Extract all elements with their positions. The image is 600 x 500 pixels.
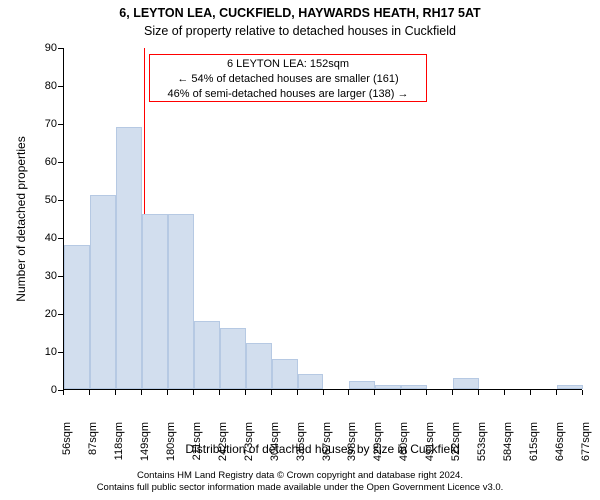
- y-tick-label: 60: [29, 156, 57, 168]
- x-tick-mark: [348, 390, 349, 395]
- x-tick-mark: [400, 390, 401, 395]
- x-tick-mark: [323, 390, 324, 395]
- y-tick-mark: [58, 200, 63, 201]
- y-tick-label: 0: [29, 384, 57, 396]
- x-tick-label: 677sqm: [580, 422, 592, 462]
- x-tick-label: 118sqm: [113, 422, 125, 462]
- y-axis-label: Number of detached properties: [14, 48, 28, 390]
- x-tick-label: 429sqm: [372, 422, 384, 462]
- x-tick-label: 149sqm: [139, 422, 151, 462]
- histogram-bar: [64, 245, 90, 389]
- x-tick-label: 242sqm: [217, 422, 229, 462]
- histogram-bar: [194, 321, 220, 389]
- footer-line-1: Contains HM Land Registry data © Crown c…: [0, 470, 600, 482]
- x-tick-mark: [530, 390, 531, 395]
- y-tick-mark: [58, 314, 63, 315]
- histogram-bar: [116, 127, 142, 389]
- x-tick-mark: [504, 390, 505, 395]
- plot-area: 6 LEYTON LEA: 152sqm ← 54% of detached h…: [63, 48, 582, 390]
- x-tick-mark: [297, 390, 298, 395]
- x-tick-mark: [167, 390, 168, 395]
- x-tick-mark: [426, 390, 427, 395]
- x-tick-label: 56sqm: [61, 422, 73, 462]
- x-tick-label: 398sqm: [346, 422, 358, 462]
- x-tick-label: 460sqm: [398, 422, 410, 462]
- chart-title-line2: Size of property relative to detached ho…: [0, 24, 600, 38]
- histogram-bar: [272, 359, 298, 389]
- y-tick-label: 70: [29, 118, 57, 130]
- x-tick-label: 522sqm: [450, 422, 462, 462]
- annotation-line-1: 6 LEYTON LEA: 152sqm: [154, 57, 422, 72]
- x-tick-mark: [245, 390, 246, 395]
- x-tick-mark: [556, 390, 557, 395]
- histogram-bar: [142, 214, 168, 389]
- x-tick-mark: [452, 390, 453, 395]
- chart-title-line1: 6, LEYTON LEA, CUCKFIELD, HAYWARDS HEATH…: [0, 6, 600, 20]
- annotation-line-2: ← 54% of detached houses are smaller (16…: [154, 72, 422, 87]
- y-tick-mark: [58, 352, 63, 353]
- x-tick-label: 273sqm: [243, 422, 255, 462]
- x-tick-mark: [193, 390, 194, 395]
- histogram-bar: [375, 385, 401, 389]
- y-tick-mark: [58, 48, 63, 49]
- x-tick-label: 646sqm: [554, 422, 566, 462]
- footer-line-2: Contains full public sector information …: [0, 482, 600, 494]
- x-tick-label: 491sqm: [424, 422, 436, 462]
- x-tick-mark: [478, 390, 479, 395]
- y-tick-mark: [58, 162, 63, 163]
- x-tick-mark: [89, 390, 90, 395]
- x-tick-label: 211sqm: [191, 422, 203, 462]
- y-tick-mark: [58, 238, 63, 239]
- x-tick-label: 87sqm: [87, 422, 99, 462]
- y-tick-label: 10: [29, 346, 57, 358]
- x-tick-mark: [271, 390, 272, 395]
- y-tick-label: 40: [29, 232, 57, 244]
- histogram-bar: [298, 374, 324, 389]
- x-tick-mark: [141, 390, 142, 395]
- histogram-bar: [246, 343, 272, 389]
- x-tick-label: 367sqm: [321, 422, 333, 462]
- x-tick-mark: [582, 390, 583, 395]
- histogram-bar: [168, 214, 194, 389]
- x-tick-mark: [219, 390, 220, 395]
- x-tick-label: 304sqm: [269, 422, 281, 462]
- x-tick-label: 615sqm: [528, 422, 540, 462]
- x-tick-mark: [63, 390, 64, 395]
- histogram-bar: [220, 328, 246, 389]
- histogram-bar: [401, 385, 427, 389]
- y-tick-label: 30: [29, 270, 57, 282]
- y-tick-mark: [58, 86, 63, 87]
- y-tick-label: 50: [29, 194, 57, 206]
- histogram-bar: [453, 378, 479, 389]
- histogram-bar: [349, 381, 375, 389]
- y-tick-mark: [58, 124, 63, 125]
- x-tick-label: 553sqm: [476, 422, 488, 462]
- x-tick-label: 335sqm: [295, 422, 307, 462]
- y-tick-label: 20: [29, 308, 57, 320]
- histogram-bar: [557, 385, 583, 389]
- x-tick-label: 180sqm: [165, 422, 177, 462]
- annotation-line-3: 46% of semi-detached houses are larger (…: [154, 87, 422, 102]
- y-tick-label: 90: [29, 42, 57, 54]
- histogram-bar: [90, 195, 116, 389]
- y-tick-label: 80: [29, 80, 57, 92]
- footer: Contains HM Land Registry data © Crown c…: [0, 470, 600, 494]
- y-tick-mark: [58, 276, 63, 277]
- x-tick-mark: [115, 390, 116, 395]
- annotation-box: 6 LEYTON LEA: 152sqm ← 54% of detached h…: [149, 54, 427, 102]
- x-tick-label: 584sqm: [502, 422, 514, 462]
- x-tick-mark: [374, 390, 375, 395]
- figure-root: 6, LEYTON LEA, CUCKFIELD, HAYWARDS HEATH…: [0, 0, 600, 500]
